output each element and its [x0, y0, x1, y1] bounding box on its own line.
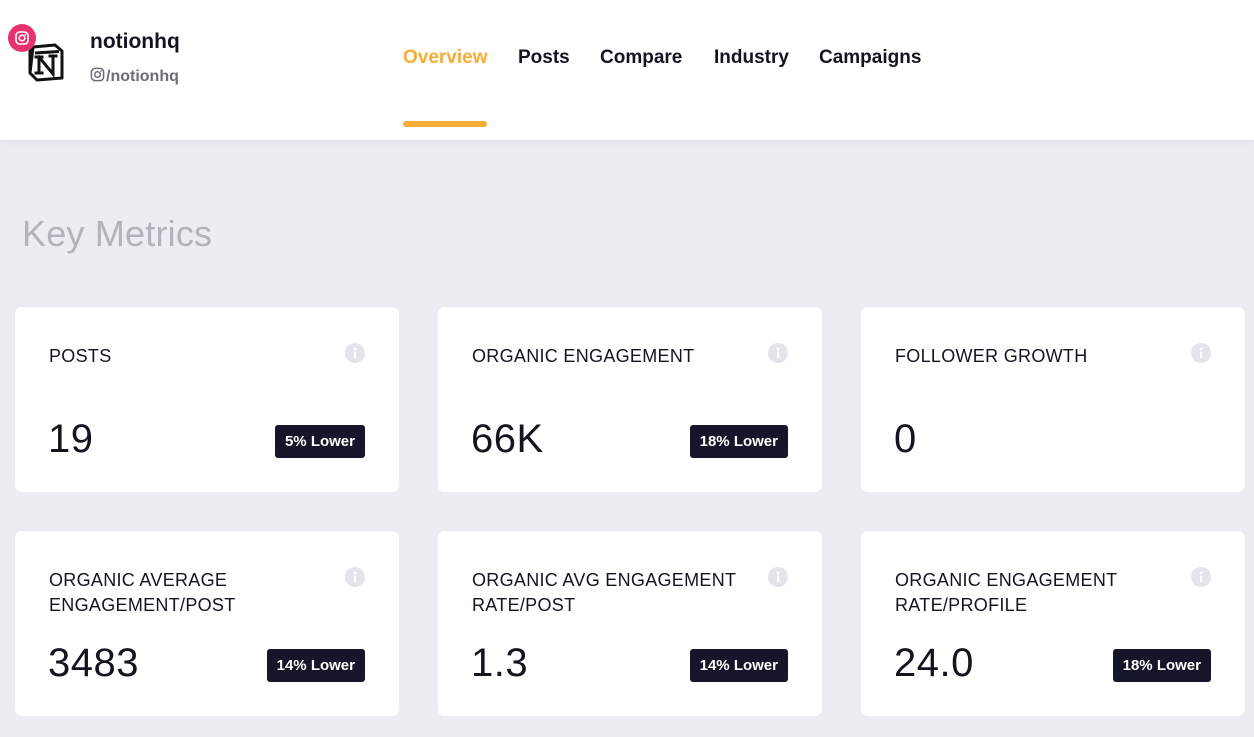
metric-value: 3483 — [48, 641, 139, 685]
tab-campaigns[interactable]: Campaigns — [819, 47, 922, 68]
instagram-icon — [8, 24, 36, 52]
metric-label: ORGANIC ENGAGEMENT — [472, 346, 695, 366]
comparison-badge: 14% Lower — [266, 649, 365, 682]
comparison-badge: 18% Lower — [689, 425, 788, 458]
metric-value: 24.0 — [894, 641, 974, 685]
info-icon[interactable] — [1191, 343, 1211, 363]
section-title: Key Metrics — [22, 213, 213, 254]
metric-card-avg-engagement-rate-post: ORGANIC AVG ENGAGEMENT RATE/POST 1.3 14%… — [438, 531, 822, 716]
instagram-handle-icon — [90, 67, 105, 87]
account-name: notionhq — [90, 30, 180, 53]
main-nav: Overview Posts Compare Industry Campaign… — [403, 47, 921, 71]
tab-industry[interactable]: Industry — [714, 47, 789, 68]
metric-value: 19 — [48, 417, 94, 461]
tab-posts[interactable]: Posts — [518, 47, 570, 68]
metric-label: ORGANIC AVG ENGAGEMENT RATE/POST — [472, 570, 736, 615]
metric-card-organic-engagement: ORGANIC ENGAGEMENT 66K 18% Lower — [438, 307, 822, 492]
metric-value: 1.3 — [471, 641, 529, 685]
metric-value: 0 — [894, 417, 917, 461]
account-handle: /notionhq — [90, 67, 179, 87]
comparison-badge: 18% Lower — [1112, 649, 1211, 682]
metric-value: 66K — [471, 417, 544, 461]
info-icon[interactable] — [345, 567, 365, 587]
notion-logo-icon — [26, 42, 66, 82]
info-icon[interactable] — [768, 343, 788, 363]
active-tab-indicator — [403, 121, 487, 127]
info-icon[interactable] — [345, 343, 365, 363]
info-icon[interactable] — [768, 567, 788, 587]
info-icon[interactable] — [1191, 567, 1211, 587]
account-handle-text: /notionhq — [106, 68, 179, 85]
top-bar: notionhq /notionhq Overview Posts Compar… — [0, 0, 1254, 140]
tab-overview[interactable]: Overview — [403, 47, 488, 68]
metric-label: FOLLOWER GROWTH — [895, 346, 1088, 366]
tab-compare[interactable]: Compare — [600, 47, 683, 68]
comparison-badge: 14% Lower — [689, 649, 788, 682]
metric-card-follower-growth: FOLLOWER GROWTH 0 — [861, 307, 1245, 492]
comparison-badge: 5% Lower — [274, 425, 365, 458]
metric-card-engagement-rate-profile: ORGANIC ENGAGEMENT RATE/PROFILE 24.0 18%… — [861, 531, 1245, 716]
metric-label: POSTS — [49, 346, 112, 366]
metric-card-posts: POSTS 19 5% Lower — [15, 307, 399, 492]
metric-card-avg-engagement-post: ORGANIC AVERAGE ENGAGEMENT/POST 3483 14%… — [15, 531, 399, 716]
metric-label: ORGANIC ENGAGEMENT RATE/PROFILE — [895, 570, 1118, 615]
metric-label: ORGANIC AVERAGE ENGAGEMENT/POST — [49, 570, 236, 615]
